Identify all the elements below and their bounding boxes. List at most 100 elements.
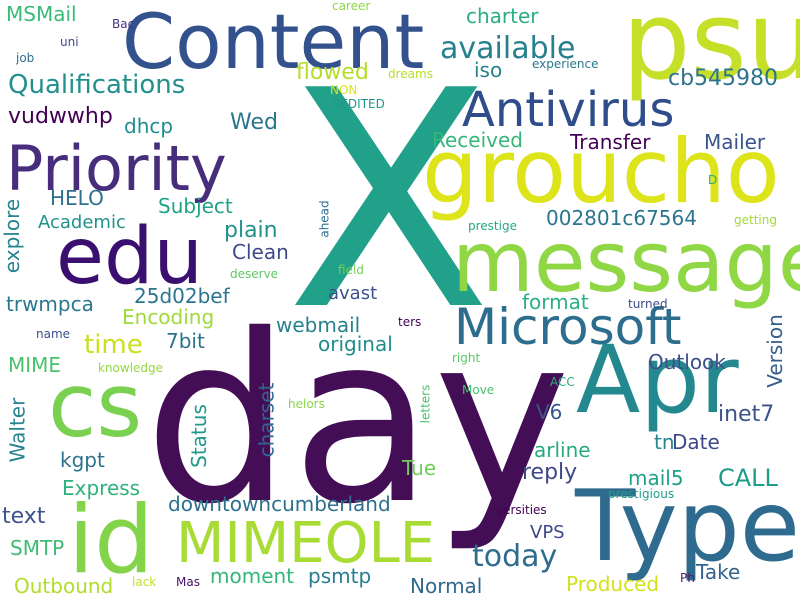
word: explore (0, 198, 25, 274)
word: Subject (158, 194, 233, 218)
word: Microsoft (454, 298, 682, 356)
word: groucho (422, 120, 780, 223)
word: Normal (410, 574, 483, 598)
word: day (144, 285, 571, 555)
word: message (452, 213, 800, 311)
word: turned (628, 297, 668, 311)
word: D (708, 173, 718, 187)
word: mail5 (628, 466, 684, 490)
word: X (286, 27, 492, 376)
word: Academic (38, 212, 126, 233)
word: NON (330, 83, 358, 97)
word: psu (622, 0, 800, 104)
word: cs (48, 354, 143, 457)
word: lack (132, 575, 157, 589)
word: charter (466, 4, 539, 28)
word: letters (418, 384, 433, 424)
word: right (452, 351, 481, 365)
word: job (16, 51, 35, 65)
word: kgpt (60, 448, 105, 472)
word: Status (186, 404, 211, 468)
word: getting (734, 213, 777, 227)
word: avast (328, 283, 378, 304)
word: text (2, 504, 46, 529)
word: trwmpca (6, 292, 94, 316)
word: cb545980 (668, 66, 779, 91)
word: MIME (8, 353, 62, 377)
word: REDITED (332, 97, 385, 111)
word: SMTP (10, 536, 65, 560)
word: Encoding (122, 305, 215, 329)
word: prestige (468, 219, 517, 233)
word: Date (672, 430, 720, 454)
word: HELO (50, 186, 104, 210)
word: id (68, 486, 154, 595)
word: V6 (536, 400, 563, 424)
word: helors (288, 397, 325, 411)
word: tn (654, 430, 675, 454)
word: experience (532, 57, 599, 71)
word: edu (56, 212, 203, 302)
word: name (36, 327, 71, 341)
word: Clean (232, 240, 289, 264)
word: available (440, 31, 576, 66)
word: Version (762, 314, 787, 388)
word: CALL (718, 464, 778, 492)
word: MSMail (6, 2, 77, 26)
word: iso (474, 58, 503, 82)
word: ters (398, 315, 422, 329)
word: VPS (530, 522, 565, 543)
word: Ph (680, 571, 695, 585)
word: downtowncumberland (168, 492, 391, 516)
word: uni (60, 35, 79, 49)
word: Priority (6, 132, 227, 205)
word: dreams (388, 67, 433, 81)
word: Tue (402, 456, 437, 480)
word: 7bit (166, 329, 205, 353)
word: Apr (576, 326, 739, 435)
word: deserve (230, 267, 279, 281)
word: career (332, 0, 371, 13)
word: ahead (317, 200, 332, 238)
word: prestigious (608, 487, 675, 501)
word: Content (122, 0, 425, 86)
word: webmail (276, 313, 361, 337)
word: Outbound (14, 574, 114, 598)
word: field (338, 263, 364, 277)
word: Take (696, 560, 741, 584)
word: MIMEOLE (176, 511, 436, 576)
word: Mas (176, 575, 200, 589)
word: Mailer (704, 130, 766, 154)
word: format (522, 290, 589, 314)
word: time (84, 330, 143, 360)
word: Wed (230, 110, 278, 135)
word: Produced (566, 572, 660, 596)
word: psmtp (308, 564, 372, 588)
word: 002801c67564 (546, 206, 697, 230)
word: arline (534, 438, 591, 462)
word: Type (575, 470, 800, 584)
word: Bac (112, 17, 135, 31)
word: inet7 (718, 402, 775, 427)
word: moment (210, 564, 295, 588)
word: versities (496, 503, 547, 517)
word: knowledge (98, 361, 164, 375)
word: Qualifications (8, 70, 186, 100)
word: Received (432, 128, 523, 152)
word: original (318, 332, 393, 356)
word: Outlook (648, 350, 726, 374)
word: dhcp (124, 114, 174, 138)
word: reply (522, 460, 578, 485)
word: Transfer (570, 130, 651, 154)
word: Move (462, 383, 495, 397)
word: charset (254, 382, 279, 458)
word: Antivirus (462, 82, 675, 138)
word: plain (224, 218, 278, 243)
word: vudwwhp (8, 104, 113, 129)
word: ACC (550, 375, 575, 389)
word: today (472, 539, 558, 574)
word: Express (62, 476, 141, 500)
word: 25d02bef (134, 284, 230, 308)
word: flowed (296, 60, 369, 85)
